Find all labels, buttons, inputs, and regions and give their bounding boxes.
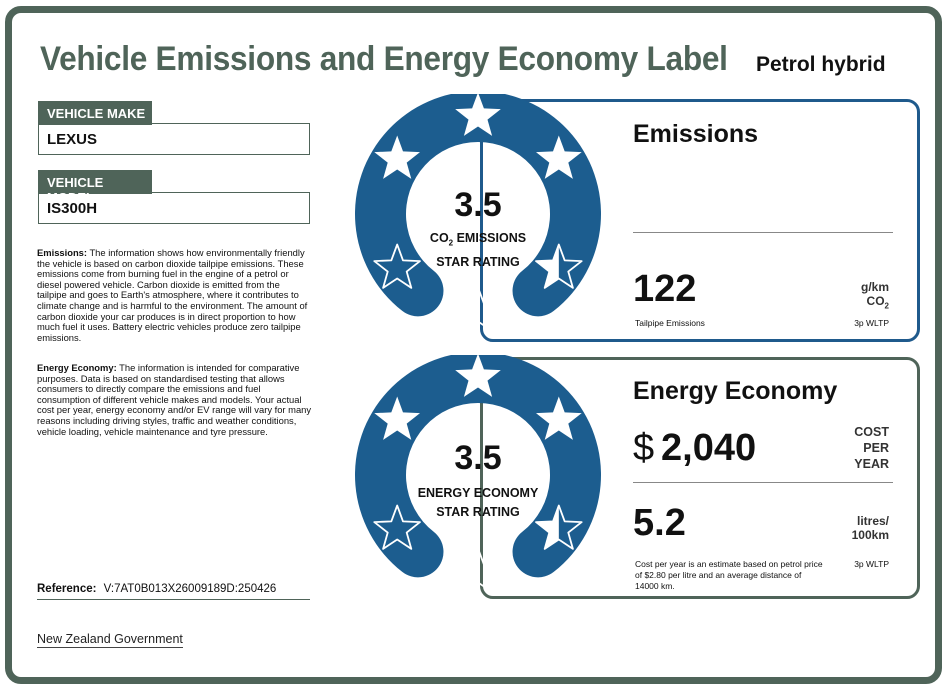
- emissions-divider: [633, 232, 893, 233]
- economy-divider: [633, 482, 893, 483]
- reference-value: V:7AT0B013X26009189D:250426: [103, 583, 277, 595]
- co2-star-rating-label: CO2 EMISSIONS STAR RATING: [349, 229, 607, 272]
- economy-info-text: The information is intended for comparat…: [37, 362, 312, 437]
- economy-standard: 3p WLTP: [854, 559, 889, 569]
- filled-star-icon: [536, 135, 582, 179]
- energy-star-rating-gauge: 3.5 ENERGY ECONOMY STAR RATING: [349, 355, 607, 607]
- filled-star-icon: [374, 396, 420, 440]
- emissions-info-text: The information shows how environmentall…: [37, 247, 308, 343]
- cost-per-year-unit: COST PER YEAR: [854, 424, 889, 472]
- cost-unit-line3: YEAR: [854, 457, 889, 471]
- economy-info-heading: Energy Economy:: [37, 362, 117, 373]
- emissions-unit-line2: CO2: [861, 294, 889, 313]
- cost-per-year-value: 2,040: [661, 427, 757, 469]
- energy-star-rating-label: ENERGY ECONOMY STAR RATING: [349, 484, 607, 522]
- half-star-icon: [536, 505, 559, 549]
- cost-unit-line2: PER: [863, 441, 889, 455]
- empty-star-icon: [454, 286, 502, 332]
- half-star-outline-icon: [535, 243, 583, 289]
- consumption-value: 5.2: [633, 502, 686, 544]
- filled-star-icon: [536, 396, 582, 440]
- currency-symbol: $: [633, 427, 655, 469]
- emissions-info-heading: Emissions:: [37, 247, 88, 258]
- co2-star-rating-value: 3.5: [454, 186, 502, 224]
- co2-gauge-graphic: [355, 94, 601, 332]
- nz-government-logo: New Zealand Government: [37, 632, 183, 648]
- reference-label: Reference:: [37, 583, 97, 595]
- emissions-value: 122: [633, 268, 697, 310]
- energy-label-line1: ENERGY ECONOMY: [417, 486, 539, 500]
- half-star-icon: [536, 244, 559, 288]
- cost-unit-line1: COST: [854, 425, 889, 439]
- consumption-unit-line2: 100km: [851, 528, 889, 542]
- filled-star-icon: [455, 355, 501, 397]
- emissions-title: Emissions: [633, 120, 759, 148]
- economy-info: Energy Economy: The information is inten…: [37, 362, 312, 437]
- emissions-unit-line1: g/km: [860, 280, 889, 294]
- vehicle-model-label: VEHICLE MODEL: [38, 170, 152, 205]
- reference: Reference: V:7AT0B013X26009189D:250426: [37, 583, 310, 600]
- co2-label-co: CO: [429, 231, 449, 245]
- economy-title: Energy Economy: [633, 377, 838, 405]
- empty-star-icon: [373, 504, 421, 550]
- co2-label-line2: STAR RATING: [436, 254, 520, 269]
- emissions-info: Emissions: The information shows how env…: [37, 247, 312, 343]
- emissions-unit-sub: 2: [884, 301, 889, 311]
- cost-note-line3: 14000 km.: [635, 581, 675, 591]
- label-title: Vehicle Emissions and Energy Economy Lab…: [40, 40, 728, 78]
- filled-star-icon: [455, 94, 501, 136]
- consumption-unit-line1: litres/: [856, 514, 889, 528]
- energy-star-rating-value: 3.5: [454, 439, 502, 477]
- emissions-caption: Tailpipe Emissions: [635, 318, 705, 328]
- cost-note-line2: of $2.80 per litre and an average distan…: [635, 570, 802, 580]
- energy-label-line2: STAR RATING: [436, 505, 520, 519]
- fuel-type: Petrol hybrid: [756, 53, 886, 76]
- empty-star-icon: [373, 243, 421, 289]
- emissions-unit-co: CO: [866, 294, 885, 308]
- emissions-standard: 3p WLTP: [854, 318, 889, 328]
- emissions-unit: g/km CO2: [861, 280, 889, 313]
- vehicle-make-value: LEXUS: [38, 123, 310, 155]
- consumption-unit: litres/ 100km: [852, 514, 889, 542]
- cost-note: Cost per year is an estimate based on pe…: [635, 559, 823, 592]
- vehicle-model-value: IS300H: [38, 192, 310, 224]
- energy-gauge-graphic: [355, 355, 601, 593]
- filled-star-icon: [374, 135, 420, 179]
- co2-label-rest: EMISSIONS: [453, 231, 527, 245]
- co2-label-line1: CO2 EMISSIONS: [349, 229, 607, 253]
- cost-note-line1: Cost per year is an estimate based on pe…: [635, 559, 823, 569]
- vehicle-make-label: VEHICLE MAKE: [38, 101, 152, 125]
- empty-star-icon: [454, 547, 502, 593]
- co2-label-sub: 2: [448, 238, 454, 248]
- co2-star-rating-gauge: 3.5 CO2 EMISSIONS STAR RATING: [349, 94, 607, 346]
- half-star-outline-icon: [535, 504, 583, 550]
